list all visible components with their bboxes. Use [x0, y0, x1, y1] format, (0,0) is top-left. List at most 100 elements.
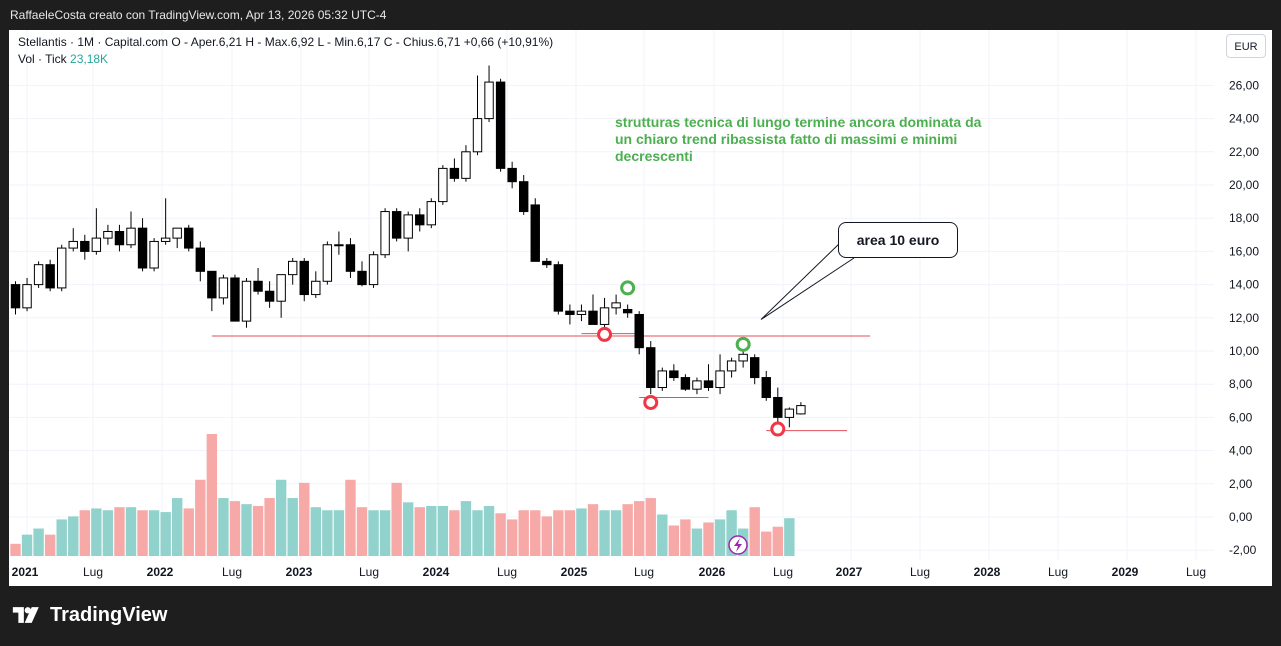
- candle-body: [715, 370, 725, 389]
- volume-bar: [368, 510, 379, 556]
- x-tick-label: Lug: [1186, 565, 1206, 579]
- y-tick-label: 14,00: [1229, 278, 1259, 292]
- low-marker: [597, 326, 613, 342]
- candle-body: [57, 247, 67, 289]
- candle: [80, 234, 90, 260]
- volume-bar: [79, 510, 90, 556]
- candle: [391, 208, 402, 242]
- volume-bar: [645, 498, 656, 556]
- chart-panel[interactable]: 26,00 24,00 22,00 20,00 18,00 16,00 14,00 12,00…: [9, 30, 1272, 586]
- candles: [10, 65, 806, 428]
- legend-volume-label: Vol · Tick: [18, 52, 67, 66]
- x-tick-label: 2021: [12, 565, 39, 579]
- candle: [426, 198, 437, 229]
- candle-body: [784, 408, 795, 418]
- candle-body: [299, 260, 309, 296]
- candle: [507, 161, 517, 189]
- y-tick-label: 12,00: [1229, 311, 1259, 325]
- volume-bar: [784, 518, 795, 556]
- volume-bar: [10, 543, 21, 556]
- chart-extras: [728, 241, 855, 555]
- volume-bar: [703, 522, 714, 556]
- volume-bar: [634, 501, 645, 556]
- candle-body: [126, 227, 136, 246]
- candle: [438, 165, 448, 205]
- x-tick-label: Lug: [497, 565, 517, 579]
- candle-body: [669, 370, 679, 379]
- candle-body: [241, 280, 252, 322]
- volume-bar: [553, 510, 564, 556]
- x-tick-label: 2026: [699, 565, 726, 579]
- candle: [611, 294, 621, 315]
- volume-bar: [183, 508, 194, 556]
- candle: [599, 297, 610, 328]
- candle: [553, 261, 564, 315]
- y-tick-label: -2,00: [1229, 543, 1257, 557]
- x-tick-label: 2028: [974, 565, 1001, 579]
- candle-body: [403, 214, 413, 239]
- candle-body: [542, 260, 552, 266]
- callout-pointer: [760, 241, 855, 320]
- candle: [461, 145, 471, 182]
- candle-body: [322, 244, 333, 282]
- volume-bar: [541, 516, 552, 556]
- chart-legend: Stellantis · 1M · Capital.com O - Aper.6…: [18, 34, 553, 68]
- candle-body: [195, 247, 206, 272]
- y-tick-label: 4,00: [1229, 444, 1253, 458]
- currency-button[interactable]: EUR: [1226, 34, 1266, 58]
- volume-bar: [333, 510, 345, 556]
- volume-bar: [472, 510, 483, 556]
- volume-bar: [599, 510, 610, 556]
- volume-bar: [33, 528, 44, 556]
- candle-body: [45, 264, 55, 289]
- candle: [415, 208, 425, 232]
- price-chart[interactable]: 26,00 24,00 22,00 20,00 18,00 16,00 14,00 12,00…: [9, 30, 1272, 586]
- candle-body: [357, 270, 367, 286]
- candle: [669, 364, 679, 381]
- x-tick-label: Lug: [910, 565, 930, 579]
- candle: [449, 158, 460, 182]
- y-tick-label: 10,00: [1229, 344, 1259, 358]
- candle-body: [495, 81, 506, 169]
- volume-bar: [68, 516, 79, 556]
- volume-bar: [691, 528, 703, 556]
- candle: [299, 258, 309, 302]
- candle-body: [33, 264, 44, 286]
- candle: [761, 370, 771, 401]
- candle-body: [230, 277, 240, 322]
- chart-annotation[interactable]: strutturas tecnica di lungo termine anco…: [615, 114, 982, 164]
- y-tick-label: 24,00: [1229, 112, 1259, 126]
- candle-body: [576, 310, 587, 315]
- volume-bar: [414, 507, 425, 556]
- x-tick-label: Lug: [1048, 565, 1068, 579]
- volume-bar: [426, 505, 437, 556]
- y-tick-label: 26,00: [1229, 78, 1259, 92]
- candle: [207, 270, 217, 312]
- y-tick-label: 2,00: [1229, 477, 1253, 491]
- callout-label[interactable]: area 10 euro: [838, 222, 958, 258]
- x-tick-label: 2025: [561, 565, 588, 579]
- volume-bar: [21, 534, 33, 556]
- y-tick-label: 0,00: [1229, 510, 1253, 524]
- volume-bar: [483, 505, 495, 556]
- candle-body: [773, 396, 783, 418]
- x-tick-label: 2024: [423, 565, 450, 579]
- candle: [10, 281, 21, 315]
- candle: [114, 224, 125, 252]
- x-tick-label: 2029: [1112, 565, 1139, 579]
- candle: [345, 238, 356, 278]
- brand-name: TradingView: [50, 604, 168, 626]
- low-marker: [770, 421, 786, 437]
- volume-bar: [379, 510, 391, 556]
- candle-body: [692, 380, 702, 390]
- candle: [750, 354, 760, 385]
- y-tick-label: 16,00: [1229, 244, 1259, 258]
- candle: [646, 341, 656, 395]
- candle: [322, 241, 333, 285]
- volume-bar: [56, 519, 67, 556]
- candle: [784, 407, 795, 428]
- volume-bar: [264, 498, 275, 556]
- candle-body: [334, 244, 344, 247]
- candle: [773, 387, 783, 425]
- candle-body: [184, 227, 194, 249]
